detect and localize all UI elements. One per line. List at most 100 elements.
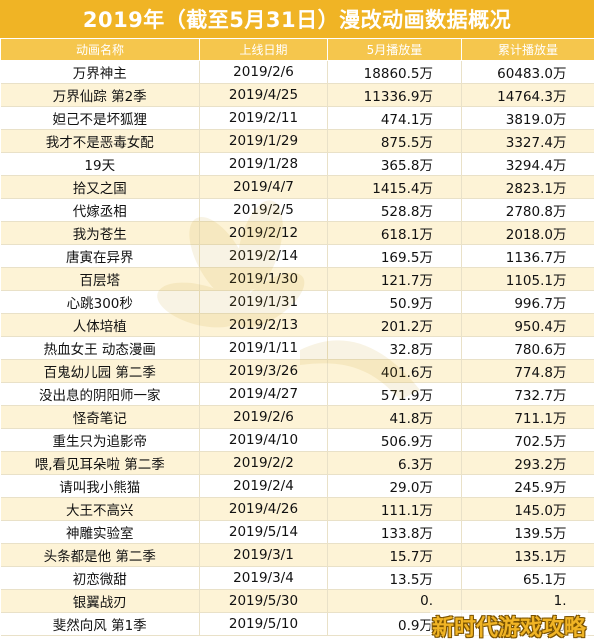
cell-date: 2019/5/14: [199, 520, 328, 544]
cell-may-views: 18860.5万: [327, 60, 462, 84]
cell-name: 我才不是恶毒女配: [0, 129, 200, 153]
table-row: 心跳300秒 2019/1/31 50.9万 996.7万: [0, 290, 594, 314]
site-badge: 新时代游戏攻略: [429, 610, 588, 642]
cell-may-views: 1415.4万: [327, 175, 462, 199]
cell-name: 万界仙踪 第2季: [0, 83, 200, 107]
cell-date: 2019/1/28: [199, 152, 328, 176]
cell-total-views: 780.6万: [461, 336, 594, 360]
cell-date: 2019/2/5: [199, 198, 328, 222]
cell-may-views: 121.7万: [327, 267, 462, 291]
cell-name: 妲己不是坏狐狸: [0, 106, 200, 130]
table-row: 百层塔 2019/1/30 121.7万 1105.1万: [0, 267, 594, 291]
cell-may-views: 875.5万: [327, 129, 462, 153]
page-title: 2019年（截至5月31日）漫改动画数据概况: [0, 0, 594, 38]
cell-date: 2019/3/4: [199, 566, 328, 590]
cell-may-views: 29.0万: [327, 474, 462, 498]
cell-date: 2019/3/1: [199, 543, 328, 567]
cell-may-views: 111.1万: [327, 497, 462, 521]
table-row: 人体培植 2019/2/13 201.2万 950.4万: [0, 313, 594, 337]
column-header-total-views: 累计播放量: [461, 38, 594, 61]
cell-name: 喂,看见耳朵啦 第二季: [0, 451, 200, 475]
cell-name: 热血女王 动态漫画: [0, 336, 200, 360]
cell-date: 2019/2/11: [199, 106, 328, 130]
cell-may-views: 6.3万: [327, 451, 462, 475]
column-header-name: 动画名称: [0, 38, 200, 61]
table-row: 我才不是恶毒女配 2019/1/29 875.5万 3327.4万: [0, 129, 594, 153]
cell-may-views: 0.: [327, 589, 462, 613]
cell-total-views: 732.7万: [461, 382, 594, 406]
cell-name: 头条都是他 第二季: [0, 543, 200, 567]
cell-total-views: 3819.0万: [461, 106, 594, 130]
cell-total-views: 1105.1万: [461, 267, 594, 291]
cell-name: 万界神主: [0, 60, 200, 84]
cell-total-views: 3327.4万: [461, 129, 594, 153]
cell-date: 2019/2/12: [199, 221, 328, 245]
cell-date: 2019/4/7: [199, 175, 328, 199]
table-row: 怪奇笔记 2019/2/6 41.8万 711.1万: [0, 405, 594, 429]
data-table: 动画名称 上线日期 5月播放量 累计播放量 万界神主 2019/2/6 18860.…: [0, 38, 594, 636]
cell-may-views: 50.9万: [327, 290, 462, 314]
table-row: 妲己不是坏狐狸 2019/2/11 474.1万 3819.0万: [0, 106, 594, 130]
cell-name: 人体培植: [0, 313, 200, 337]
table-row: 万界神主 2019/2/6 18860.5万 60483.0万: [0, 60, 594, 84]
cell-date: 2019/2/2: [199, 451, 328, 475]
cell-may-views: 169.5万: [327, 244, 462, 268]
cell-total-views: 135.1万: [461, 543, 594, 567]
cell-name: 请叫我小熊猫: [0, 474, 200, 498]
table-row: 19天 2019/1/28 365.8万 3294.4万: [0, 152, 594, 176]
table-row: 唐寅在异界 2019/2/14 169.5万 1136.7万: [0, 244, 594, 268]
cell-date: 2019/5/10: [199, 612, 328, 636]
cell-name: 银翼战刃: [0, 589, 200, 613]
cell-date: 2019/4/25: [199, 83, 328, 107]
cell-name: 19天: [0, 152, 200, 176]
cell-may-views: 506.9万: [327, 428, 462, 452]
table-row: 代嫁丞相 2019/2/5 528.8万 2780.8万: [0, 198, 594, 222]
cell-date: 2019/1/11: [199, 336, 328, 360]
cell-may-views: 32.8万: [327, 336, 462, 360]
table-row: 没出息的阴阳师一家 2019/4/27 571.9万 732.7万: [0, 382, 594, 406]
cell-may-views: 0.9万: [327, 612, 462, 636]
cell-name: 初恋微甜: [0, 566, 200, 590]
table-row: 热血女王 动态漫画 2019/1/11 32.8万 780.6万: [0, 336, 594, 360]
cell-total-views: 2780.8万: [461, 198, 594, 222]
cell-may-views: 201.2万: [327, 313, 462, 337]
cell-may-views: 365.8万: [327, 152, 462, 176]
cell-may-views: 571.9万: [327, 382, 462, 406]
cell-total-views: 996.7万: [461, 290, 594, 314]
cell-total-views: 774.8万: [461, 359, 594, 383]
cell-may-views: 133.8万: [327, 520, 462, 544]
cell-total-views: 3294.4万: [461, 152, 594, 176]
cell-name: 拾又之国: [0, 175, 200, 199]
cell-name: 斐然向风 第1季: [0, 612, 200, 636]
cell-name: 怪奇笔记: [0, 405, 200, 429]
cell-name: 百层塔: [0, 267, 200, 291]
table-row: 我为苍生 2019/2/12 618.1万 2018.0万: [0, 221, 594, 245]
cell-date: 2019/1/31: [199, 290, 328, 314]
cell-date: 2019/2/6: [199, 405, 328, 429]
cell-may-views: 11336.9万: [327, 83, 462, 107]
table-row: 喂,看见耳朵啦 第二季 2019/2/2 6.3万 293.2万: [0, 451, 594, 475]
cell-name: 百鬼幼儿园 第二季: [0, 359, 200, 383]
cell-name: 神雕实验室: [0, 520, 200, 544]
cell-name: 大王不高兴: [0, 497, 200, 521]
cell-total-views: 711.1万: [461, 405, 594, 429]
cell-may-views: 618.1万: [327, 221, 462, 245]
cell-date: 2019/2/14: [199, 244, 328, 268]
cell-may-views: 41.8万: [327, 405, 462, 429]
table-header-row: 动画名称 上线日期 5月播放量 累计播放量: [0, 38, 594, 61]
cell-date: 2019/4/26: [199, 497, 328, 521]
cell-may-views: 528.8万: [327, 198, 462, 222]
table-row: 银翼战刃 2019/5/30 0. 1.: [0, 589, 594, 613]
cell-total-views: 1.: [461, 589, 594, 613]
column-header-may-views: 5月播放量: [327, 38, 462, 61]
cell-may-views: 15.7万: [327, 543, 462, 567]
cell-total-views: 1136.7万: [461, 244, 594, 268]
cell-total-views: 14764.3万: [461, 83, 594, 107]
cell-date: 2019/2/6: [199, 60, 328, 84]
table-row: 头条都是他 第二季 2019/3/1 15.7万 135.1万: [0, 543, 594, 567]
cell-name: 我为苍生: [0, 221, 200, 245]
table-row: 重生只为追影帝 2019/4/10 506.9万 702.5万: [0, 428, 594, 452]
cell-date: 2019/2/13: [199, 313, 328, 337]
table-row: 拾又之国 2019/4/7 1415.4万 2823.1万: [0, 175, 594, 199]
